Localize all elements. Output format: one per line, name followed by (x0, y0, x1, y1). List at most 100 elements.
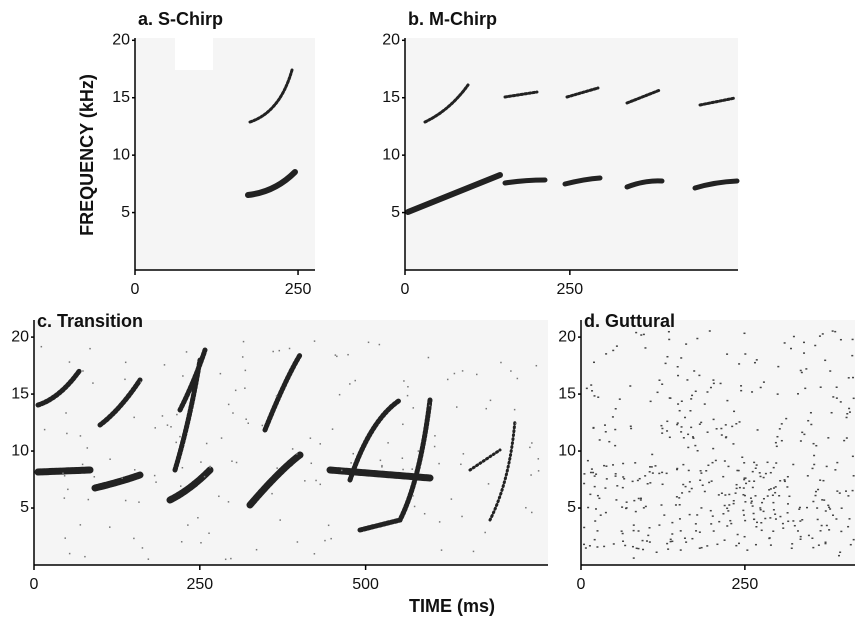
noise-dot (737, 469, 740, 472)
noise-dot (772, 487, 775, 489)
noise-dot (319, 443, 322, 445)
y-tick-label: 5 (567, 499, 576, 516)
noise-dot (605, 465, 608, 467)
noise-dot (750, 500, 753, 502)
noise-dot (296, 541, 299, 543)
noise-dot (242, 340, 245, 343)
noise-dot (678, 409, 681, 412)
noise-dot (800, 371, 803, 374)
noise-dot (798, 506, 801, 509)
noise-dot (791, 543, 794, 545)
noise-dot (616, 485, 619, 487)
noise-dot (319, 483, 322, 486)
noise-dot (244, 387, 246, 389)
noise-dot (327, 524, 330, 527)
noise-dot (728, 504, 731, 506)
noise-dot (824, 542, 827, 545)
noise-dot (729, 519, 732, 522)
noise-dot (743, 332, 746, 335)
noise-dot (814, 490, 817, 493)
noise-dot (694, 390, 697, 393)
noise-dot (711, 461, 714, 464)
noise-dot (852, 475, 855, 477)
noise-dot (678, 504, 681, 506)
noise-dot (688, 513, 691, 516)
noise-dot (786, 486, 789, 488)
noise-dot (450, 498, 453, 500)
y-tick-label: 10 (11, 442, 29, 459)
noise-dot (200, 461, 202, 463)
noise-dot (771, 494, 774, 497)
noise-dot (801, 519, 804, 521)
noise-dot (586, 459, 589, 462)
noise-dot (209, 465, 211, 468)
noise-dot (583, 482, 586, 485)
noise-dot (778, 494, 781, 497)
noise-dot (822, 479, 825, 482)
noise-dot (772, 501, 775, 504)
noise-dot (612, 543, 615, 545)
noise-dot (804, 387, 807, 390)
noise-dot (596, 530, 599, 532)
noise-dot (799, 369, 802, 372)
noise-dot (776, 393, 779, 395)
noise-dot (768, 489, 771, 491)
noise-dot (599, 514, 602, 516)
noise-dot (381, 466, 383, 468)
y-tick-label: 20 (558, 328, 576, 345)
noise-dot (753, 361, 756, 364)
noise-dot (642, 548, 645, 551)
noise-dot (603, 424, 606, 426)
noise-dot (615, 499, 618, 501)
noise-dot (271, 492, 273, 495)
noise-dot (666, 542, 669, 545)
noise-dot (525, 506, 527, 509)
noise-dot (618, 398, 621, 400)
noise-dot (806, 506, 809, 509)
noise-dot (806, 475, 809, 477)
noise-dot (753, 461, 756, 464)
noise-dot (774, 518, 777, 520)
noise-dot (835, 386, 838, 388)
noise-dot (700, 472, 703, 474)
noise-dot (629, 385, 632, 387)
noise-dot (828, 506, 831, 509)
noise-dot (633, 499, 636, 502)
noise-dot (817, 488, 820, 491)
noise-dot (615, 345, 618, 347)
noise-dot (417, 450, 420, 452)
noise-dot (593, 475, 596, 477)
noise-dot (621, 506, 624, 508)
noise-dot (487, 483, 490, 485)
noise-dot (658, 524, 661, 526)
noise-dot (684, 485, 687, 488)
noise-dot (367, 341, 370, 344)
noise-dot (530, 474, 532, 476)
panel-bg (34, 320, 548, 565)
noise-dot (241, 356, 244, 358)
noise-dot (814, 344, 817, 347)
noise-dot (624, 544, 627, 547)
noise-dot (786, 475, 789, 478)
noise-dot (279, 519, 281, 521)
noise-dot (79, 524, 82, 526)
noise-dot (402, 423, 404, 426)
noise-dot (622, 540, 625, 542)
noise-dot (658, 472, 661, 475)
noise-dot (852, 538, 855, 541)
noise-dot (712, 379, 715, 381)
noise-dot (720, 492, 723, 494)
noise-dot (829, 370, 832, 372)
noise-dot (181, 466, 184, 469)
noise-dot (689, 410, 692, 412)
noise-dot (639, 497, 642, 500)
noise-dot (764, 517, 767, 520)
noise-dot (766, 461, 769, 464)
noise-dot (537, 458, 540, 460)
noise-dot (744, 353, 747, 355)
noise-dot (768, 537, 771, 540)
noise-dot (154, 427, 156, 429)
noise-dot (531, 442, 533, 444)
noise-dot (63, 475, 66, 477)
x-tick-label: 250 (556, 281, 583, 298)
